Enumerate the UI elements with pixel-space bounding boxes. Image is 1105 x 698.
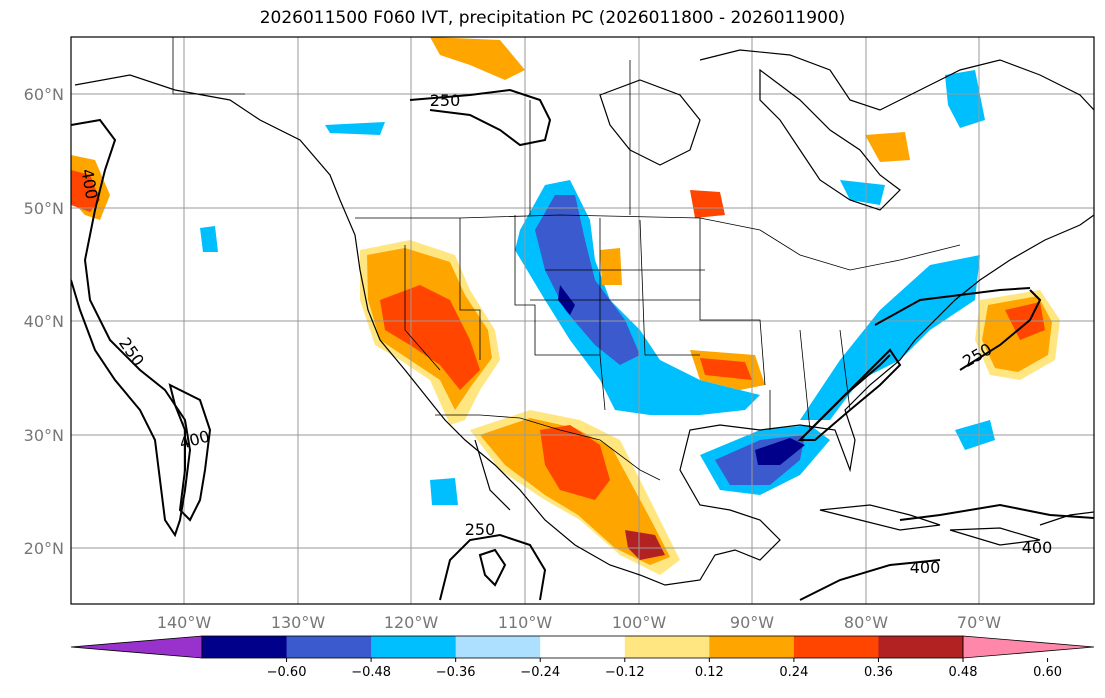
colorbar-tick-label: −0.48 bbox=[351, 665, 391, 680]
lon-label-100w: 100°W bbox=[612, 613, 667, 632]
colorbar-tick-label: 0.36 bbox=[864, 665, 893, 680]
negative-anomaly-east bbox=[800, 255, 980, 420]
negative-anomaly-plains-core bbox=[535, 195, 640, 365]
colorbar-tick-label: −0.24 bbox=[520, 665, 560, 680]
colorbar-segment bbox=[202, 636, 288, 658]
political-borders bbox=[172, 37, 961, 481]
colorbar-segment bbox=[624, 636, 710, 658]
lon-label-130w: 130°W bbox=[271, 613, 326, 632]
colorbar-segment bbox=[371, 636, 457, 658]
map-area: 250 400 250 400 250 250 400 400 bbox=[71, 37, 1094, 604]
colorbar-tick-label: 0.12 bbox=[695, 665, 724, 680]
precip-shading bbox=[71, 37, 1060, 575]
colorbar-segment bbox=[286, 636, 372, 658]
coastlines bbox=[74, 49, 1094, 586]
colorbar-tick-label: −0.60 bbox=[267, 665, 307, 680]
latitude-labels: 60°N 50°N 40°N 30°N 20°N bbox=[24, 85, 64, 558]
lon-label-110w: 110°W bbox=[498, 613, 553, 632]
colorbar-extend-high bbox=[962, 635, 1095, 659]
lon-label-80w: 80°W bbox=[844, 613, 888, 632]
negative-anomaly-gulf-center bbox=[755, 438, 805, 465]
contour-label-400-caribbean: 400 bbox=[910, 558, 941, 577]
contour-label-400-east: 400 bbox=[1022, 538, 1053, 557]
contour-label-250-canada: 250 bbox=[430, 91, 461, 110]
negative-anomaly-canada bbox=[945, 70, 985, 128]
lat-label-20: 20°N bbox=[24, 539, 64, 558]
lat-label-30: 30°N bbox=[24, 426, 64, 445]
colorbar-tick-label: −0.36 bbox=[436, 665, 476, 680]
colorbar-segment bbox=[709, 636, 795, 658]
map-frame bbox=[70, 36, 1095, 605]
colorbar-tick-label: 0.48 bbox=[949, 665, 978, 680]
colorbar-extend-low bbox=[70, 635, 203, 659]
lon-label-90w: 90°W bbox=[730, 613, 774, 632]
colorbar-segment bbox=[878, 636, 964, 658]
lat-label-40: 40°N bbox=[24, 312, 64, 331]
map-title: 2026011500 F060 IVT, precipitation PC (2… bbox=[259, 8, 846, 28]
lat-label-60: 60°N bbox=[24, 85, 64, 104]
lat-label-50: 50°N bbox=[24, 199, 64, 218]
lon-label-140w: 140°W bbox=[157, 613, 212, 632]
longitude-labels: 140°W 130°W 120°W 110°W 100°W 90°W 80°W … bbox=[157, 613, 1001, 632]
colorbar-tick-label: 0.24 bbox=[779, 665, 808, 680]
colorbar-outline bbox=[201, 635, 964, 659]
contour-label-250-mexico: 250 bbox=[465, 520, 496, 539]
lon-label-70w: 70°W bbox=[957, 613, 1001, 632]
colorbar-segment bbox=[793, 636, 879, 658]
colorbar-segment bbox=[455, 636, 541, 658]
colorbar: −0.60 −0.48 −0.36 −0.24 −0.12 0.12 0.24 0.36 0.4… bbox=[70, 635, 1095, 680]
lon-label-120w: 120°W bbox=[384, 613, 439, 632]
ivt-contours bbox=[71, 88, 1094, 601]
colorbar-tick-label: −0.12 bbox=[605, 665, 645, 680]
colorbar-tick-label: 0.60 bbox=[1033, 665, 1062, 680]
colorbar-segment bbox=[540, 636, 626, 658]
